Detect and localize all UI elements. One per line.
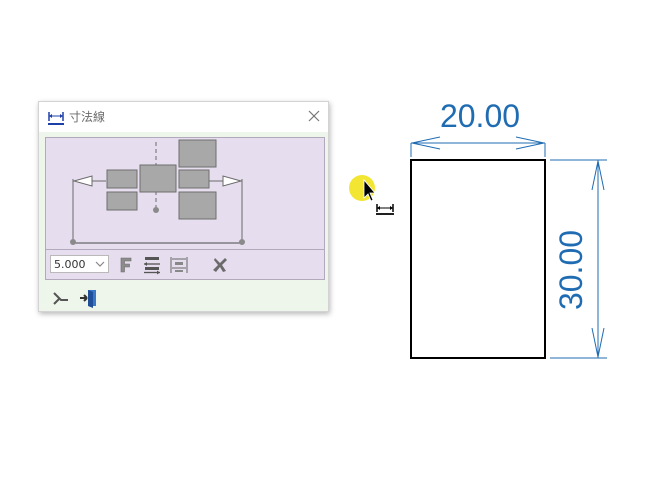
dialog-toolbar: 5.000 <box>45 250 325 280</box>
chevron-down-icon[interactable] <box>95 260 105 268</box>
cursor-arrow-icon <box>363 178 376 202</box>
horizontal-dimension[interactable]: 20.00 <box>410 98 546 157</box>
close-icon[interactable] <box>305 107 323 125</box>
rectangle-shape <box>410 159 546 359</box>
text-box-right-middle <box>178 169 210 189</box>
h-arrow-right <box>515 136 545 150</box>
mouse-cursor <box>349 175 394 215</box>
dimension-settings-icon[interactable] <box>169 255 189 275</box>
dimension-style-preview[interactable] <box>45 137 325 250</box>
dimension-dialog: 寸法線 5.000 <box>38 101 329 312</box>
horizontal-dimension-text: 20.00 <box>440 98 520 134</box>
text-box-center <box>139 164 177 193</box>
left-arrow <box>72 175 93 187</box>
exit-icon[interactable] <box>79 288 99 308</box>
vertical-dimension-text: 30.00 <box>553 230 589 310</box>
v-arrow-bottom <box>591 327 605 358</box>
cursor-dimension-icon <box>376 204 394 215</box>
text-box-left-top <box>106 169 138 189</box>
v-arrow-top <box>591 160 605 191</box>
text-height-value: 5.000 <box>54 258 86 271</box>
dialog-title: 寸法線 <box>69 110 106 124</box>
text-box-right-bottom <box>178 191 217 220</box>
font-icon[interactable] <box>116 255 136 275</box>
center-dot <box>153 207 159 213</box>
delete-icon[interactable] <box>210 255 230 275</box>
right-anchor-dot <box>239 239 245 245</box>
preview-diagram <box>70 139 245 245</box>
text-box-right-top <box>178 139 217 168</box>
vertical-dimension[interactable]: 30.00 <box>550 159 607 359</box>
text-height-combo[interactable]: 5.000 <box>50 255 109 273</box>
text-box-left-bottom <box>106 191 138 211</box>
text-placement-icon[interactable] <box>142 255 162 275</box>
dialog-titlebar[interactable]: 寸法線 <box>39 102 328 132</box>
left-anchor-dot <box>70 239 76 245</box>
h-arrow-left <box>411 136 441 150</box>
dimension-icon <box>48 112 64 125</box>
right-arrow <box>222 175 243 187</box>
dimension-tool-icon[interactable] <box>51 288 71 308</box>
